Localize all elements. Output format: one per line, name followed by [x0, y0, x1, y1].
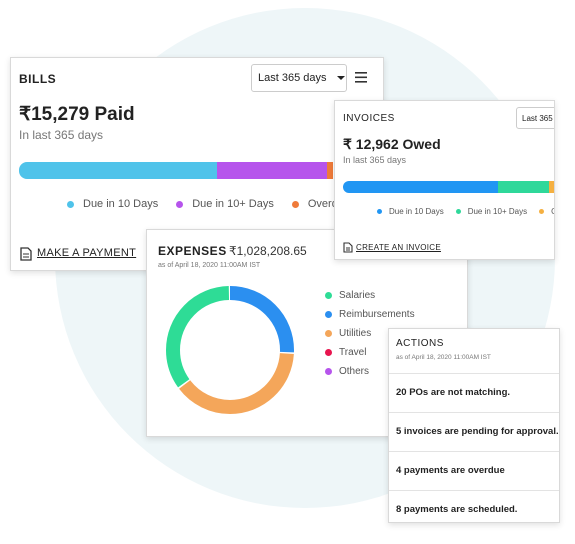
legend-label: Due in 10+ Days [192, 198, 274, 210]
total: ₹1,028,208.65 [229, 244, 307, 258]
card-title: INVOICES [343, 113, 395, 124]
card-title: BILLS [19, 72, 57, 86]
legend-label: Due in 10 Days [389, 207, 444, 216]
bar-segment [343, 181, 499, 193]
card-title: ACTIONS [396, 338, 444, 349]
legend-item: Salaries [325, 286, 415, 305]
donut-segment [166, 286, 294, 414]
subtitle: In last 365 days [343, 155, 407, 165]
period-select[interactable]: Last 365 days [251, 64, 347, 92]
action-item: 20 POs are not matching. [389, 373, 559, 412]
progress-bar [343, 181, 554, 193]
bar-segment [19, 162, 217, 179]
legend: Due in 10 Days Due in 10+ Days Overdue [377, 207, 554, 216]
card-title: EXPENSES [158, 244, 227, 258]
amount: ₹ 12,962 Owed [343, 136, 441, 152]
action-item: 4 payments are overdue [389, 451, 559, 490]
actions-card: ACTIONS as of April 18, 2020 11:00AM IST… [388, 328, 560, 523]
legend-label: Travel [339, 347, 367, 358]
legend-item: Reimbursements [325, 305, 415, 324]
progress-bar [19, 162, 333, 179]
legend-item: Utilities [325, 324, 415, 343]
select-label: Last 365 days [522, 113, 554, 123]
bar-segment [498, 181, 550, 193]
donut-chart [166, 286, 294, 414]
invoices-card: INVOICES Last 365 days ₹ 12,962 Owed In … [334, 100, 555, 260]
bar-segment [549, 181, 554, 193]
bar-segment [326, 162, 333, 179]
legend: Salaries Reimbursements Utilities Travel Oth… [325, 286, 415, 381]
action-item: 5 invoices are pending for approval. [389, 412, 559, 451]
legend-label: Salaries [339, 290, 376, 301]
donut-segment [166, 286, 294, 414]
legend-item: Travel [325, 343, 415, 362]
donut-segment [166, 286, 294, 414]
legend-item: Others [325, 362, 415, 381]
legend-dot [377, 209, 382, 214]
subtitle: In last 365 days [19, 128, 104, 142]
caret [336, 76, 345, 80]
amount: ₹15,279 Paid [19, 104, 135, 125]
doc-icon [343, 242, 353, 253]
legend-item: Overdue [539, 207, 554, 216]
period-select[interactable]: Last 365 days [516, 107, 554, 129]
legend-item: Due in 10+ Days [176, 198, 274, 210]
legend-item: Due in 10+ Days [455, 207, 528, 216]
select-label: Last 365 days [258, 72, 327, 84]
bar-segment [216, 162, 327, 179]
legend-label: Overdue [551, 207, 554, 216]
legend-item: Due in 10 Days [377, 207, 444, 216]
legend-dot [67, 200, 74, 208]
legend-label: Others [339, 366, 370, 377]
legend-dot [325, 311, 332, 318]
legend-dot [325, 330, 332, 337]
action-link[interactable]: MAKE A PAYMENT [37, 247, 137, 259]
legend-dot [455, 209, 461, 214]
menu-button[interactable] [355, 72, 367, 83]
action-link[interactable]: CREATE AN INVOICE [356, 243, 441, 252]
legend-dot [325, 349, 332, 356]
doc-icon [20, 247, 32, 261]
action-list: 20 POs are not matching. 5 invoices are p… [389, 373, 559, 522]
legend-item: Due in 10 Days [67, 198, 158, 210]
legend-dot [176, 200, 184, 208]
legend-label: Reimbursements [339, 309, 415, 320]
legend-label: Utilities [339, 328, 372, 339]
legend-dot [325, 368, 332, 375]
legend-dot [539, 209, 545, 214]
as-of: as of April 18, 2020 11:00AM IST [158, 262, 261, 269]
legend-dot [291, 200, 299, 208]
legend-label: Due in 10 Days [83, 198, 159, 210]
action-item: 8 payments are scheduled. [389, 490, 559, 522]
legend-label: Due in 10+ Days [467, 207, 528, 216]
as-of: as of April 18, 2020 11:00AM IST [396, 354, 491, 361]
legend-dot [325, 292, 332, 299]
